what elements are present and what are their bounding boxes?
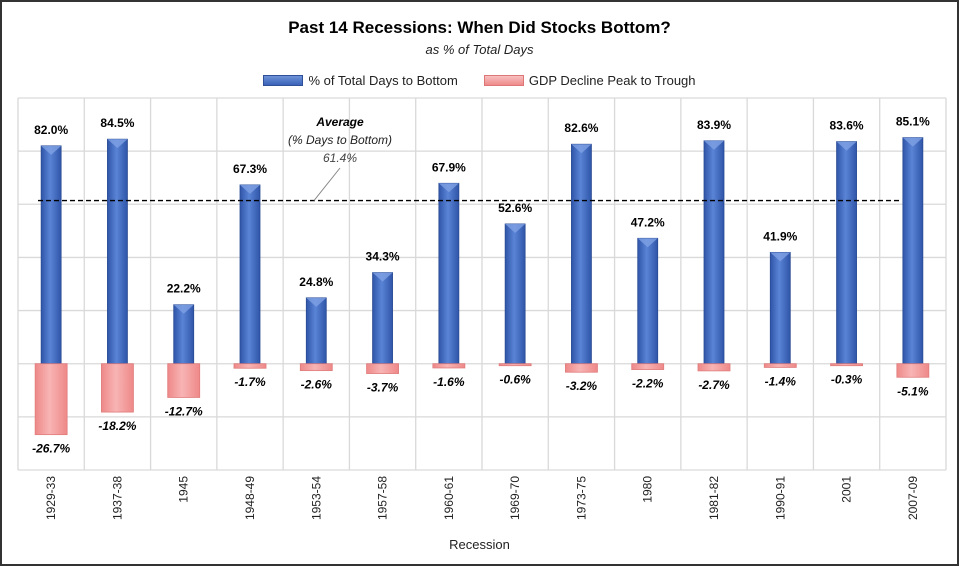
x-tick-label: 1990-91 xyxy=(773,476,787,520)
bar-days xyxy=(305,297,327,365)
bar-gdp xyxy=(299,363,333,372)
bar-days xyxy=(504,223,526,365)
x-tick-label: 1960-61 xyxy=(442,476,456,520)
bar-days xyxy=(836,141,857,365)
legend-label-gdp: GDP Decline Peak to Trough xyxy=(528,73,696,88)
bar-days xyxy=(637,237,659,365)
data-label-gdp: -0.6% xyxy=(499,373,531,387)
bar-gdp xyxy=(233,363,267,369)
data-label-gdp: -5.1% xyxy=(897,384,929,398)
average-leader xyxy=(313,167,341,201)
x-tick-label: 1937-38 xyxy=(110,476,124,520)
x-tick-label: 1973-75 xyxy=(574,476,588,520)
average-value: 61.4% xyxy=(323,151,357,165)
data-label-days: 82.6% xyxy=(564,121,598,135)
bar-days xyxy=(40,145,62,365)
data-label-days: 24.8% xyxy=(299,275,333,289)
chart-subtitle: as % of Total Days xyxy=(425,42,534,57)
data-label-days: 52.6% xyxy=(498,201,532,215)
bar-gdp xyxy=(167,363,201,398)
data-label-days: 83.9% xyxy=(697,118,731,132)
data-label-gdp: -12.7% xyxy=(165,404,203,418)
bar-gdp xyxy=(366,363,399,374)
data-label-gdp: -2.6% xyxy=(301,378,333,392)
x-tick-label: 1969-70 xyxy=(508,476,522,520)
bar-gdp xyxy=(498,363,532,367)
bar-days-cap xyxy=(107,139,128,149)
legend: % of Total Days to Bottom GDP Decline Pe… xyxy=(2,73,957,88)
bar-gdp xyxy=(565,363,598,373)
data-label-days: 34.3% xyxy=(366,250,400,264)
bar-gdp xyxy=(763,363,797,368)
x-axis-label: Recession xyxy=(449,537,510,552)
average-subtitle: (% Days to Bottom) xyxy=(288,133,392,147)
x-tick-label: 1981-82 xyxy=(707,476,721,520)
bar-days-cap xyxy=(770,252,791,262)
x-tick-label: 1980 xyxy=(641,476,655,503)
bar-days-cap xyxy=(704,140,724,150)
bar-gdp xyxy=(34,363,68,436)
legend-label-days: % of Total Days to Bottom xyxy=(308,73,458,88)
bar-gdp xyxy=(432,363,466,369)
bar-days-cap xyxy=(240,184,260,194)
x-tick-label: 2007-09 xyxy=(906,476,920,520)
bar-days-cap xyxy=(637,238,658,248)
bar-days xyxy=(902,137,924,365)
legend-item-days: % of Total Days to Bottom xyxy=(263,73,458,88)
legend-swatch-gdp xyxy=(483,75,524,86)
bar-days xyxy=(703,140,725,365)
data-label-days: 41.9% xyxy=(763,229,797,243)
legend-swatch-days xyxy=(263,75,304,86)
average-title: Average xyxy=(315,115,364,129)
bar-days-cap xyxy=(505,223,526,233)
x-tick-label: 1953-54 xyxy=(309,476,323,520)
data-label-gdp: -1.7% xyxy=(234,375,266,389)
data-label-gdp: -3.7% xyxy=(367,381,399,395)
x-tick-label: 2001 xyxy=(840,476,854,503)
bar-days-cap xyxy=(372,272,393,282)
legend-item-gdp: GDP Decline Peak to Trough xyxy=(483,73,696,88)
bar-days-cap xyxy=(173,304,194,314)
x-tick-label: 1957-58 xyxy=(376,476,390,520)
bar-gdp xyxy=(631,363,665,370)
bar-days-cap xyxy=(836,141,857,151)
data-label-days: 67.3% xyxy=(233,162,267,176)
bar-days xyxy=(571,143,592,365)
bar-days xyxy=(372,272,393,365)
bar-days xyxy=(769,251,791,365)
data-label-days: 85.1% xyxy=(896,115,930,129)
bar-gdp xyxy=(697,363,731,372)
data-label-days: 82.0% xyxy=(34,123,68,137)
x-tick-label: 1948-49 xyxy=(243,476,257,520)
bar-days-cap xyxy=(438,183,459,193)
x-tick-label: 1929-33 xyxy=(44,476,58,520)
data-label-days: 47.2% xyxy=(631,215,665,229)
data-label-gdp: -1.6% xyxy=(433,375,465,389)
data-label-gdp: -2.2% xyxy=(632,377,664,391)
bar-days xyxy=(239,184,261,365)
bar-gdp xyxy=(830,363,863,367)
bar-days-cap xyxy=(571,144,592,154)
bar-days-cap xyxy=(902,137,923,147)
bar-gdp xyxy=(101,363,134,413)
data-label-gdp: -1.4% xyxy=(765,374,797,388)
x-tick-label: 1945 xyxy=(177,476,191,503)
data-label-days: 22.2% xyxy=(167,282,201,296)
bar-days-cap xyxy=(41,145,62,155)
bar-gdp xyxy=(896,363,930,378)
data-label-gdp: -26.7% xyxy=(32,442,70,456)
data-label-days: 83.6% xyxy=(830,119,864,133)
data-label-gdp: -3.2% xyxy=(566,379,598,393)
data-label-days: 67.9% xyxy=(432,160,466,174)
data-label-gdp: -0.3% xyxy=(831,373,863,387)
data-label-gdp: -2.7% xyxy=(698,378,730,392)
chart-title: Past 14 Recessions: When Did Stocks Bott… xyxy=(288,18,671,37)
bar-days-cap xyxy=(306,297,327,307)
data-label-days: 84.5% xyxy=(100,116,134,130)
data-label-gdp: -18.2% xyxy=(98,419,136,433)
bar-days xyxy=(107,138,128,365)
bar-days xyxy=(438,182,460,365)
